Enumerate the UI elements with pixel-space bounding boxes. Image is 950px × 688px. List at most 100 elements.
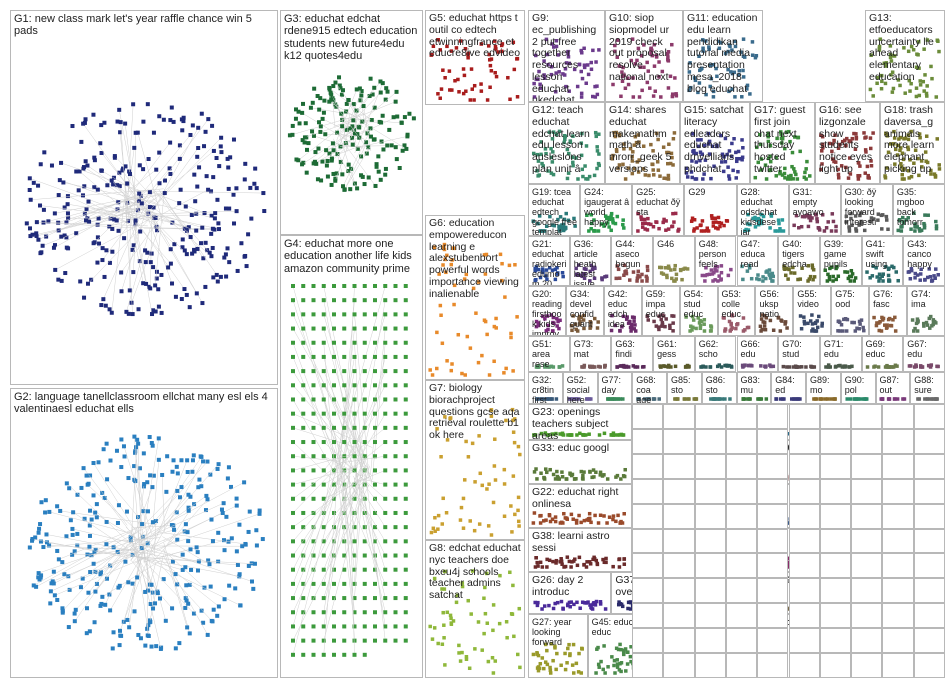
node [869, 164, 874, 168]
group-label-g56: G56: uksp natio [759, 289, 779, 320]
node [908, 158, 912, 162]
node [726, 49, 730, 54]
node [342, 284, 347, 288]
node [183, 204, 188, 209]
node [731, 168, 735, 173]
node [103, 602, 108, 607]
node [596, 161, 601, 166]
node [749, 276, 753, 281]
node [362, 610, 367, 615]
node [589, 321, 593, 325]
node [82, 184, 87, 189]
small-group-cell [913, 603, 945, 629]
node [535, 169, 539, 173]
node [145, 250, 150, 255]
node [540, 565, 545, 569]
node [445, 610, 450, 615]
node [458, 659, 463, 663]
node [811, 327, 816, 331]
node [890, 70, 895, 74]
node [291, 397, 295, 402]
node [383, 340, 388, 345]
node [297, 121, 302, 126]
node [327, 151, 332, 156]
node [553, 519, 558, 524]
node [891, 318, 895, 322]
node [487, 58, 492, 62]
node [538, 521, 543, 525]
group-nodes-g41 [864, 264, 900, 283]
node [509, 504, 513, 508]
node [563, 516, 568, 520]
node [301, 425, 306, 430]
group-label-g76: G76: fasc [873, 289, 893, 310]
node [301, 411, 306, 416]
node [609, 397, 614, 401]
node [517, 606, 522, 611]
node [804, 214, 809, 218]
node [403, 482, 408, 487]
group-label-g22: G22: educhat right onlinesa [532, 486, 619, 510]
node [393, 369, 398, 374]
node [901, 157, 906, 162]
node [542, 666, 546, 671]
node [538, 560, 543, 565]
node [70, 124, 75, 129]
node [383, 624, 388, 629]
node [538, 661, 543, 666]
node [566, 646, 570, 651]
node [880, 79, 884, 84]
node [585, 63, 590, 67]
node [383, 539, 388, 544]
node [796, 226, 801, 230]
node [111, 630, 116, 635]
node [362, 182, 367, 187]
node [549, 155, 554, 160]
node [435, 330, 439, 335]
small-group-cell [694, 578, 726, 604]
node [774, 174, 779, 178]
node [669, 314, 674, 318]
node [856, 174, 860, 178]
node [93, 569, 98, 574]
node [641, 144, 646, 148]
node [568, 433, 572, 437]
node [88, 570, 93, 575]
node [914, 65, 919, 69]
node [404, 146, 409, 151]
group-label-g13: G13: etfoeducators uncertainty lie ahead… [869, 12, 934, 83]
group-cell-g6: G6: education empowereducon learning e a… [425, 215, 525, 380]
node [291, 482, 295, 487]
node [919, 267, 924, 272]
group-label-g23: G23: openings teachers subject areas [532, 406, 609, 440]
node [458, 518, 463, 522]
node [579, 520, 583, 525]
node [638, 275, 643, 279]
node [871, 131, 875, 135]
node [904, 218, 908, 222]
node [594, 60, 598, 64]
node [349, 166, 354, 171]
node [243, 542, 248, 547]
node [811, 277, 816, 282]
node [900, 215, 905, 220]
node [535, 560, 539, 565]
small-group-cell [725, 603, 758, 629]
node [547, 558, 552, 563]
node [393, 581, 398, 586]
node [135, 575, 140, 580]
node [862, 328, 866, 333]
group-cell-g73: G73: mat [569, 336, 612, 372]
node [311, 525, 316, 530]
node [332, 525, 336, 530]
node [688, 61, 692, 65]
node [95, 187, 100, 192]
node [508, 97, 512, 102]
node [859, 211, 864, 215]
node [707, 139, 712, 144]
node [146, 633, 151, 638]
node [257, 511, 262, 516]
node [906, 168, 911, 173]
node [303, 121, 308, 126]
node [449, 368, 454, 373]
